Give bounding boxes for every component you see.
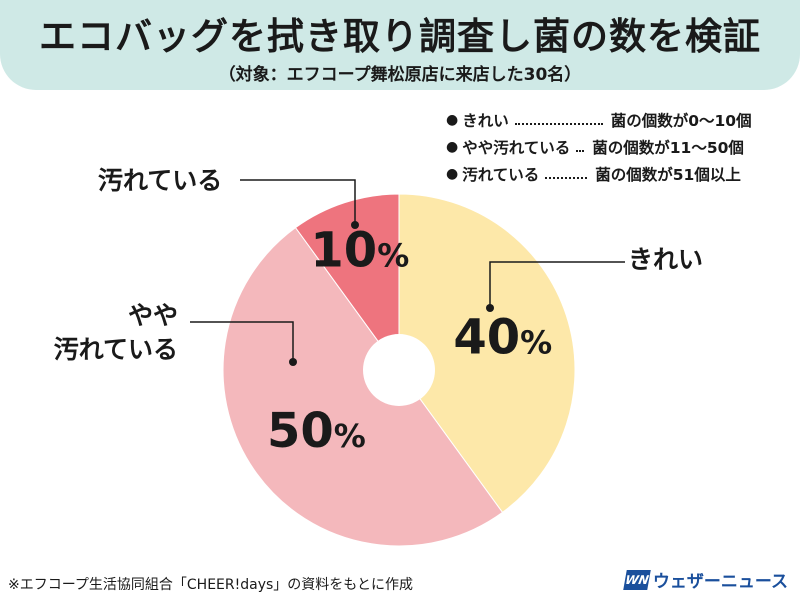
legend: ● きれい 菌の個数が0〜10個 ● やや汚れている 菌の個数が11〜50個 ●… xyxy=(446,108,796,189)
logo-text: ウェザーニュース xyxy=(652,572,788,592)
legend-label: きれい xyxy=(462,111,509,130)
legend-item-dirty: ● 汚れている 菌の個数が51個以上 xyxy=(446,162,796,185)
dotted-leader xyxy=(545,176,588,179)
callout-label: やや汚れている xyxy=(54,299,178,367)
chart-title: エコバッグを拭き取り調査し菌の数を検証 xyxy=(39,15,761,58)
dotted-leader xyxy=(514,122,603,125)
legend-desc: 菌の個数が0〜10個 xyxy=(610,111,752,130)
value-label: 50% xyxy=(267,403,366,459)
slice-slightly-dirty xyxy=(222,226,504,547)
callout-label: 汚れている xyxy=(98,164,222,198)
legend-item-clean: ● きれい 菌の個数が0〜10個 xyxy=(446,108,796,131)
weathernews-logo: WN ウェザーニュース xyxy=(623,567,788,592)
callout-dot xyxy=(486,304,494,312)
donut-hole xyxy=(363,334,435,406)
logo-mark: WN xyxy=(623,569,651,590)
callout-label-line: 汚れている xyxy=(53,335,178,364)
header-banner: エコバッグを拭き取り調査し菌の数を検証 （対象：エフコープ舞松原店に来店した30… xyxy=(0,0,800,90)
bullet-icon: ● xyxy=(446,138,459,155)
callout-leader-line xyxy=(240,179,356,225)
slice-dirty xyxy=(294,193,400,372)
value-label: 10% xyxy=(310,222,409,278)
legend-desc: 菌の個数が11〜50個 xyxy=(592,138,744,157)
chart-subtitle: （対象：エフコープ舞松原店に来店した30名） xyxy=(218,65,582,85)
legend-item-slightly-dirty: ● やや汚れている 菌の個数が11〜50個 xyxy=(446,135,796,158)
bullet-icon: ● xyxy=(446,111,459,128)
dotted-leader xyxy=(576,149,585,152)
callout-label-line: きれい xyxy=(628,245,704,274)
callout-dot xyxy=(351,221,359,229)
callout-label-line: やや xyxy=(127,301,178,330)
callout-label: きれい xyxy=(628,243,703,277)
callout-dot xyxy=(289,358,297,366)
value-label: 40% xyxy=(453,309,552,365)
legend-label: やや汚れている xyxy=(462,138,571,157)
callout-leader-line xyxy=(489,261,625,308)
legend-label: 汚れている xyxy=(462,165,540,184)
callout-label-line: 汚れている xyxy=(98,166,223,195)
slice-clean xyxy=(398,193,576,514)
callout-leader-line xyxy=(190,321,294,362)
bullet-icon: ● xyxy=(446,165,459,182)
legend-desc: 菌の個数が51個以上 xyxy=(595,165,741,184)
source-footnote: ※エフコープ生活協同組合「CHEER!days」の資料をもとに作成 xyxy=(8,577,413,593)
